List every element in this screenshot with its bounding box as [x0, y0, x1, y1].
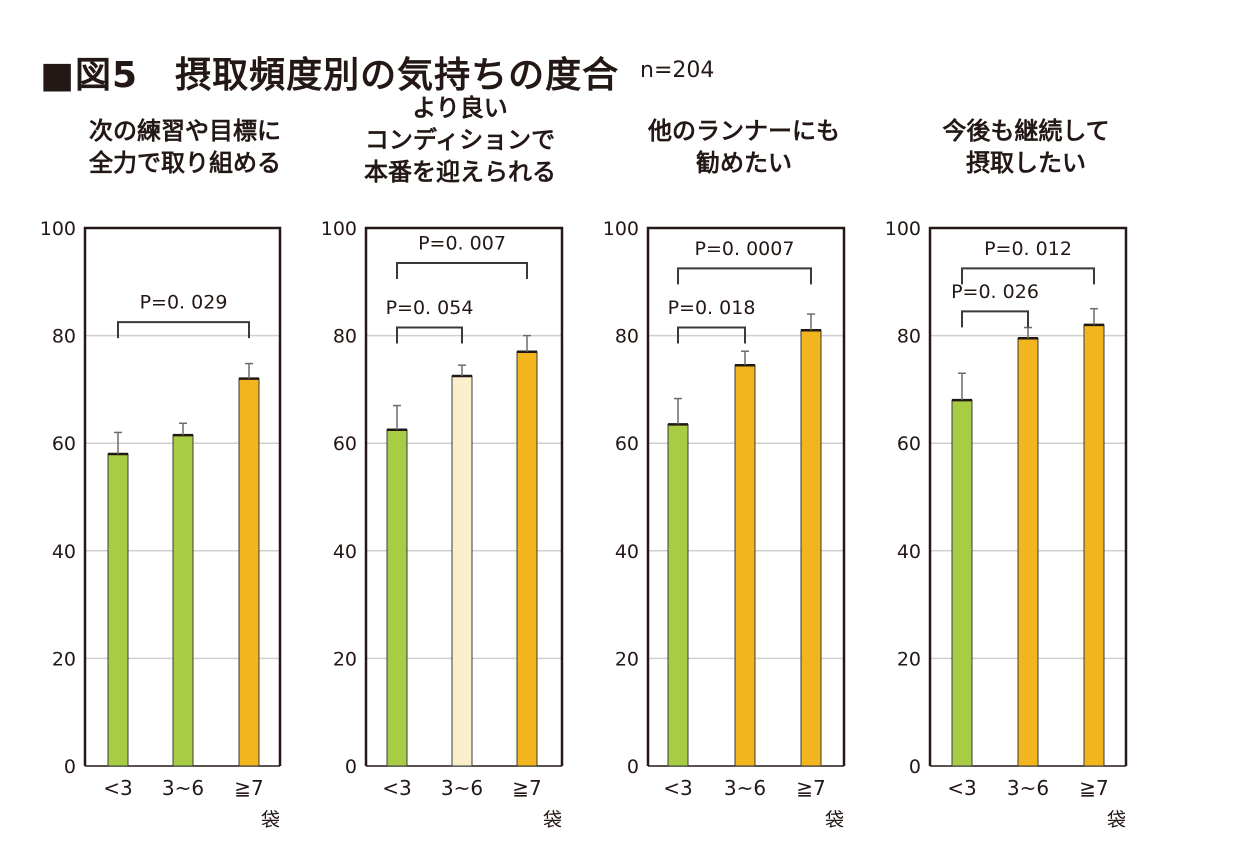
panel-1-y-tick-label: 60	[52, 433, 76, 455]
panel-2-title-line-2: コンディションで	[364, 126, 556, 154]
panel-1-bar	[172, 434, 194, 767]
panel-3-p-value-label: P=0. 0007	[695, 238, 795, 260]
panel-3-y-tick-label: 40	[615, 541, 639, 563]
panel-2-title: より良い コンディションで 本番を迎えられる	[310, 92, 610, 188]
panel-4-title-line-1: 今後も継続して	[942, 117, 1110, 145]
panel-1-title-line-1: 次の練習や目標に	[89, 117, 281, 145]
panel-1-bar	[238, 378, 260, 767]
panel-2-y-tick-label: 60	[333, 433, 357, 455]
panel-4-y-tick-label: 100	[885, 218, 921, 240]
figure-title: ■図5 摂取頻度別の気持ちの度合	[40, 55, 620, 96]
panel-1-x-tick-label: 3~6	[162, 776, 204, 800]
panel-2-p-value-label: P=0. 054	[386, 297, 474, 319]
panel-3-title: 他のランナーにも 勧めたい	[594, 115, 894, 179]
panel-3-x-tick-label: <3	[663, 776, 692, 800]
panel-3-frame	[646, 226, 846, 766]
panel-4-bar	[1017, 337, 1039, 767]
panel-3-unit-label: 袋	[825, 809, 844, 831]
panel-1-x-tick-label: ≧7	[234, 776, 263, 800]
panel-3-title-line-1: 他のランナーにも	[648, 117, 840, 145]
panel-1-y-tick-label: 40	[52, 541, 76, 563]
panel-3-bar	[667, 423, 689, 767]
panel-4-x-tick-label: ≧7	[1079, 776, 1108, 800]
panel-4-bar	[951, 399, 973, 767]
panel-2-y-tick-label: 100	[321, 218, 357, 240]
panel-4-x-tick-label: 3~6	[1007, 776, 1049, 800]
panel-1-p-value-label: P=0. 029	[140, 292, 228, 314]
panel-4-p-value-label: P=0. 026	[951, 281, 1039, 303]
panel-1-significance-bracket	[117, 321, 250, 339]
panel-3-bar	[734, 364, 756, 767]
panel-1-y-tick-label: 80	[52, 326, 76, 348]
panel-4-x-tick-label: <3	[947, 776, 976, 800]
panel-2-bar	[451, 375, 473, 767]
panel-3-y-tick-label: 80	[615, 326, 639, 348]
panel-4-y-tick-label: 0	[909, 756, 921, 778]
panel-4-bar	[1083, 324, 1105, 767]
panel-2-x-tick-label: <3	[382, 776, 411, 800]
panel-4-y-tick-label: 20	[897, 648, 921, 670]
panel-2-title-line-1: より良い	[412, 94, 508, 122]
panel-4-y-tick-label: 60	[897, 433, 921, 455]
panel-3-y-tick-label: 60	[615, 433, 639, 455]
panel-3-p-value-label: P=0. 018	[668, 297, 756, 319]
panel-4-frame	[928, 226, 1128, 766]
panel-1-bar	[107, 453, 129, 767]
panel-2-unit-label: 袋	[543, 809, 562, 831]
panel-1-y-tick-label: 20	[52, 648, 76, 670]
panel-3-bar	[800, 329, 822, 767]
panel-2-x-tick-label: 3~6	[441, 776, 483, 800]
panel-2-p-value-label: P=0. 007	[418, 233, 506, 255]
panel-2-frame	[364, 226, 564, 766]
panel-1-title-line-2: 全力で取り組める	[89, 149, 281, 177]
panel-2-y-tick-label: 80	[333, 326, 357, 348]
panel-4-y-tick-label: 40	[897, 541, 921, 563]
panel-2-significance-bracket	[396, 261, 528, 279]
panel-3-significance-bracket	[677, 267, 812, 285]
panel-3-y-tick-label: 0	[627, 756, 639, 778]
panel-2-bar	[516, 351, 538, 767]
panel-1-frame	[83, 226, 282, 766]
panel-3-x-tick-label: ≧7	[796, 776, 825, 800]
panel-3-x-tick-label: 3~6	[724, 776, 766, 800]
panel-2-y-tick-label: 20	[333, 648, 357, 670]
panel-3-y-tick-label: 20	[615, 648, 639, 670]
panel-4-significance-bracket	[961, 267, 1095, 285]
panel-2-y-tick-label: 40	[333, 541, 357, 563]
panel-1-y-tick-label: 100	[40, 218, 76, 240]
panel-1-title: 次の練習や目標に 全力で取り組める	[35, 115, 335, 179]
panel-2-y-tick-label: 0	[345, 756, 357, 778]
panel-3-title-line-2: 勧めたい	[696, 149, 792, 177]
panel-4-title-line-2: 摂取したい	[966, 149, 1086, 177]
panel-3-y-tick-label: 100	[603, 218, 639, 240]
panel-2-significance-bracket	[396, 326, 463, 344]
panel-2-title-line-3: 本番を迎えられる	[364, 158, 556, 186]
panel-2-bar	[386, 429, 408, 767]
panel-4-significance-bracket	[961, 310, 1029, 328]
panel-4-unit-label: 袋	[1107, 809, 1126, 831]
panel-1-y-tick-label: 0	[64, 756, 76, 778]
sample-size-label: n=204	[640, 58, 715, 83]
panel-4-title: 今後も継続して 摂取したい	[876, 115, 1176, 179]
panel-3-significance-bracket	[677, 326, 746, 344]
panel-4-p-value-label: P=0. 012	[984, 238, 1072, 260]
panel-2-x-tick-label: ≧7	[512, 776, 541, 800]
panel-1-x-tick-label: <3	[103, 776, 132, 800]
panel-1-unit-label: 袋	[261, 809, 280, 831]
panel-4-y-tick-label: 80	[897, 326, 921, 348]
